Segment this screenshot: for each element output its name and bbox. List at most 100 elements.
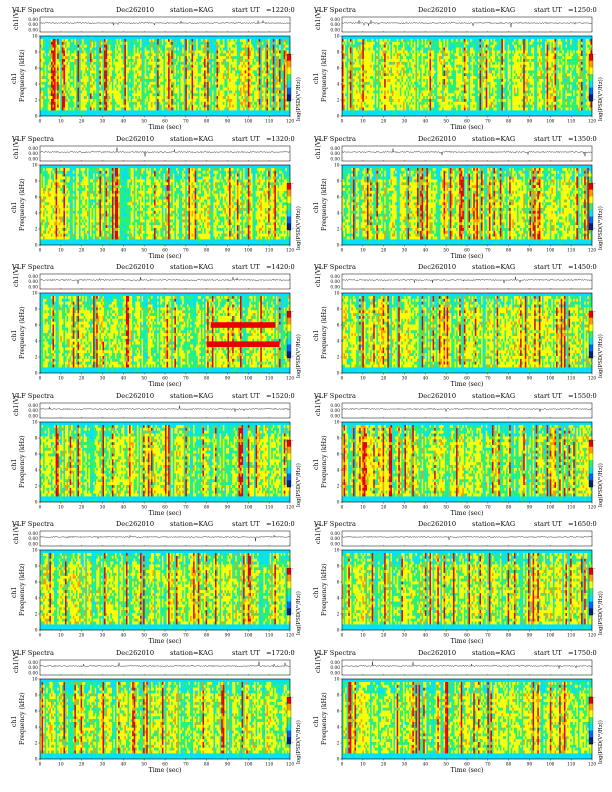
waveform-tick-label: 0.00 — [330, 542, 340, 547]
panel-start-time: =1450:0 — [568, 263, 597, 271]
x-tick-label: 50 — [141, 505, 147, 510]
waveform-tick-label: 0.00 — [330, 532, 340, 537]
x-tick-label: 0 — [341, 377, 344, 382]
y-tick-label: 4 — [35, 211, 38, 216]
waveform-frame — [341, 145, 593, 161]
spectrogram-panel: VLF Spectra Dec262010 station=KAG start UT =… — [310, 4, 612, 132]
x-tick-label: 110 — [567, 377, 575, 382]
x-tick-label: 0 — [341, 634, 344, 639]
colorbar-label: log(PSD(V²/Hz)) — [295, 206, 302, 250]
x-tick-label: 110 — [567, 505, 575, 510]
waveform-tick-label: 0.00 — [28, 23, 38, 28]
colorbar-tick-label: - — [594, 53, 596, 58]
waveform-tick-label: 0.00 — [330, 671, 340, 676]
y-axis-label: Frequency (kHz) — [19, 692, 26, 745]
x-tick-label: 120 — [286, 634, 294, 639]
x-tick-label: 60 — [464, 634, 470, 639]
x-tick-label: 70 — [485, 248, 491, 253]
panel-station: station=KAG — [170, 392, 213, 400]
x-tick-label: 110 — [567, 120, 575, 125]
y-axis-label: Frequency (kHz) — [321, 306, 328, 359]
waveform-frame — [341, 402, 593, 418]
panel-start-time: =1750:0 — [568, 649, 597, 657]
waveform-tick-label: 0.00 — [330, 23, 340, 28]
colorbar-tick-label: - — [594, 439, 596, 444]
y-tick-label: 8 — [35, 565, 38, 570]
colorbar-tick-label: - — [292, 355, 294, 360]
y-tick-label: 8 — [35, 693, 38, 698]
panel-start-time: =1720:0 — [266, 649, 295, 657]
x-tick-label: 10 — [360, 377, 366, 382]
x-axis-label: Time (sec) — [149, 253, 182, 260]
spectrogram-panel: VLF Spectra Dec262010 station=KAG start UT =… — [310, 133, 612, 261]
x-tick-label: 20 — [79, 634, 85, 639]
colorbar-tick-label: - — [292, 98, 294, 103]
x-tick-label: 40 — [423, 634, 429, 639]
waveform-ylabel: ch1(V) — [315, 138, 322, 159]
panel-date: Dec262010 — [116, 392, 154, 400]
y-tick-label: 4 — [337, 597, 340, 602]
colorbar-tick-label: - — [292, 310, 294, 315]
waveform-tick-label: 0.00 — [28, 666, 38, 671]
x-tick-label: 50 — [443, 248, 449, 253]
y-tick-label: 0 — [337, 243, 340, 248]
panel-title: VLF Spectra — [11, 392, 54, 400]
x-tick-label: 80 — [204, 762, 210, 767]
y-tick-label: 8 — [337, 308, 340, 313]
y-tick-label: 8 — [337, 436, 340, 441]
waveform-ylabel: ch1(V) — [13, 138, 20, 159]
spectrogram-panel: VLF Spectra Dec262010 station=KAG start UT =… — [8, 647, 314, 775]
x-tick-label: 110 — [567, 248, 575, 253]
x-tick-label: 60 — [162, 377, 168, 382]
x-axis-label: Time (sec) — [149, 381, 182, 388]
colorbar — [588, 53, 594, 102]
x-tick-label: 20 — [79, 762, 85, 767]
panel-station: station=KAG — [472, 135, 515, 143]
x-tick-label: 20 — [381, 377, 387, 382]
channel-label: ch1 — [11, 458, 18, 469]
x-axis-label: Time (sec) — [451, 381, 484, 388]
x-tick-label: 0 — [39, 377, 42, 382]
x-tick-label: 70 — [183, 505, 189, 510]
waveform-tick-label: 0.00 — [330, 403, 340, 408]
spectrogram-panel: VLF Spectra Dec262010 station=KAG start UT =… — [310, 647, 612, 775]
x-tick-label: 100 — [244, 120, 252, 125]
x-tick-label: 10 — [58, 762, 64, 767]
y-tick-label: 2 — [35, 613, 38, 618]
panel-station: station=KAG — [170, 6, 213, 14]
y-tick-label: 2 — [35, 99, 38, 104]
y-tick-label: 4 — [35, 468, 38, 473]
y-axis-label: Frequency (kHz) — [321, 435, 328, 488]
x-tick-label: 60 — [464, 248, 470, 253]
waveform-trace — [341, 147, 593, 156]
colorbar — [286, 182, 292, 230]
y-tick-label: 8 — [337, 51, 340, 56]
y-tick-label: 0 — [35, 629, 38, 634]
waveform-frame — [39, 402, 291, 418]
waveform-tick-label: 0.00 — [330, 28, 340, 33]
x-tick-label: 90 — [527, 377, 533, 382]
panel-date: Dec262010 — [116, 6, 154, 14]
y-tick-label: 4 — [337, 340, 340, 345]
y-axis-label: Frequency (kHz) — [321, 692, 328, 745]
spectrogram-image — [342, 550, 593, 631]
colorbar — [286, 53, 292, 102]
colorbar-tick-label: - — [292, 182, 294, 187]
spectrogram-svg: VLF Spectra Dec262010 station=KAG start UT =… — [313, 263, 604, 388]
panel-station: station=KAG — [170, 520, 213, 528]
x-tick-label: 80 — [204, 377, 210, 382]
x-tick-label: 100 — [244, 377, 252, 382]
y-tick-label: 6 — [35, 452, 38, 457]
colorbar-tick-label: - — [594, 227, 596, 232]
colorbar-label: log(PSD(V²/Hz)) — [597, 206, 604, 250]
waveform-trace — [39, 660, 291, 668]
channel-label: ch1 — [11, 73, 18, 84]
x-tick-label: 90 — [225, 248, 231, 253]
x-tick-label: 90 — [225, 377, 231, 382]
panel-title: VLF Spectra — [313, 520, 356, 528]
colorbar — [286, 696, 292, 744]
y-tick-label: 4 — [35, 725, 38, 730]
x-tick-label: 30 — [402, 762, 408, 767]
x-tick-label: 30 — [402, 505, 408, 510]
y-tick-label: 2 — [337, 356, 340, 361]
